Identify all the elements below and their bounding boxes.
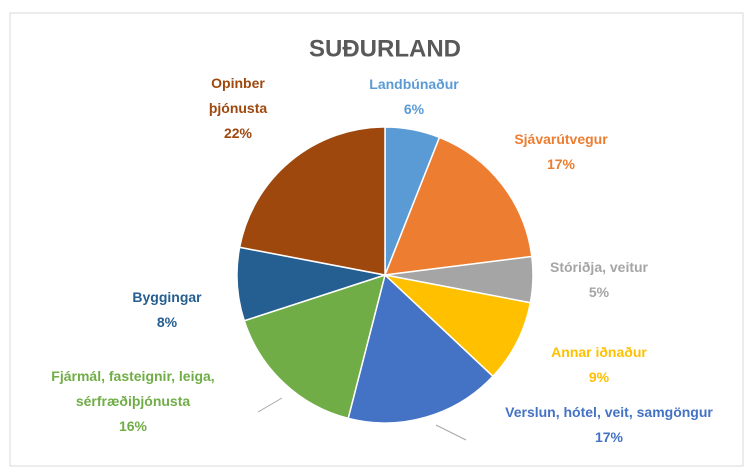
slice-value: 5% <box>588 284 610 300</box>
slice-value: 9% <box>588 369 610 385</box>
slice-name: Sjávarútvegur <box>514 131 608 147</box>
leader-line <box>435 424 467 441</box>
pie-slice <box>382 273 532 378</box>
chart-title: SUÐURLAND <box>309 35 461 62</box>
slice-name: Fjármál, fasteignir, leiga, sérfræðiþjón… <box>51 368 215 409</box>
slice-name: Verslun, hótel, veit, samgöngur <box>505 404 713 420</box>
slice-value: 8% <box>156 314 178 330</box>
slice-value: 16% <box>118 418 148 434</box>
slice-value: 22% <box>223 125 253 141</box>
slice-label: Stóriðja, veitur 5% <box>529 255 669 305</box>
pie-slice <box>238 126 386 276</box>
slice-value: 6% <box>403 101 425 117</box>
slice-value: 17% <box>546 156 576 172</box>
slice-label: Annar iðnaður 9% <box>519 340 679 390</box>
slice-label: Sjávarútvegur 17% <box>491 127 631 177</box>
slice-label: Verslun, hótel, veit, samgöngur 17% <box>494 400 724 450</box>
pie-slice <box>243 273 387 420</box>
slice-name: Byggingar <box>132 289 202 305</box>
slice-name: Landbúnaður <box>369 76 459 92</box>
slice-name: Annar iðnaður <box>551 344 647 360</box>
slice-label: Opinber þjónusta 22% <box>193 71 283 146</box>
slice-value: 17% <box>594 429 624 445</box>
leader-line <box>257 397 283 413</box>
slice-name: Opinber þjónusta <box>208 75 268 116</box>
pie-slice <box>347 273 494 424</box>
pie-slice <box>383 136 533 276</box>
slice-label: Landbúnaður 6% <box>344 72 484 122</box>
slice-name: Stóriðja, veitur <box>549 259 649 275</box>
slice-label: Fjármál, fasteignir, leiga, sérfræðiþjón… <box>18 364 248 439</box>
slice-label: Byggingar 8% <box>107 285 227 335</box>
